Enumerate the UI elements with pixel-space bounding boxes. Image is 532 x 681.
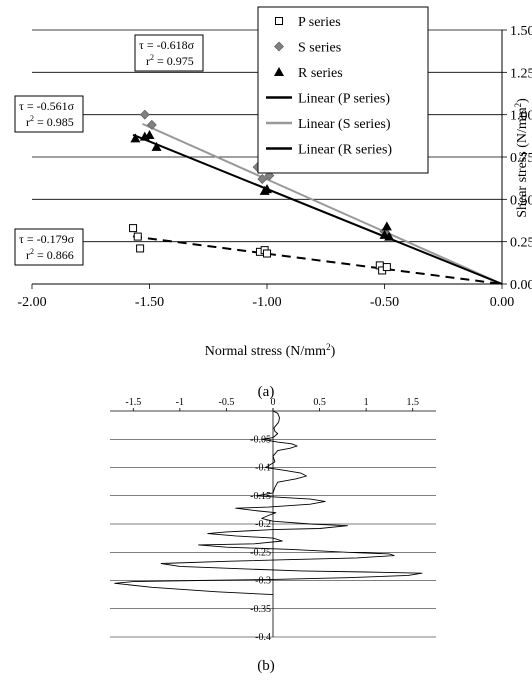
chart-a-x-tick-label: -2.00 xyxy=(17,295,46,310)
chart-b-y-tick-label: -0.1 xyxy=(255,463,271,474)
chart-b-x-tick-label: -0.5 xyxy=(219,397,235,408)
chart-a-x-tick-label: -1.50 xyxy=(135,295,164,310)
chart-a-x-tick-label: -1.00 xyxy=(252,295,281,310)
chart-b-y-tick-label: -0.25 xyxy=(250,547,271,558)
chart-a-fit-line xyxy=(142,122,503,285)
chart-a-point xyxy=(146,119,157,130)
chart-b-curve xyxy=(114,410,423,596)
chart-a-legend-box xyxy=(257,6,429,174)
chart-a-y-tick-label: 0.75 xyxy=(510,151,532,166)
chart-a-point xyxy=(130,133,141,143)
chart-a-point xyxy=(384,231,395,241)
chart-b-y-tick-label: -0.3 xyxy=(255,576,271,587)
chart-a-y-tick-label: 1.25 xyxy=(510,66,532,81)
chart-a-legend-label: Linear (P series) xyxy=(298,92,390,107)
chart-a-equation-text: τ = -0.561σ xyxy=(19,99,75,113)
chart-a-fit-line xyxy=(132,133,503,285)
chart-a-x-tick-label: -0.50 xyxy=(370,295,399,310)
chart-a-y-tick-label: 0.25 xyxy=(510,236,532,251)
chart-a-points xyxy=(129,109,395,275)
chart-a-legend-label: P series xyxy=(298,15,341,30)
chart-a-equation-text: τ = -0.179σ xyxy=(19,232,75,246)
chart-a-equation-frame xyxy=(14,95,84,133)
chart-a-point xyxy=(263,249,271,258)
chart-b-x-tick-label: -1.5 xyxy=(125,397,141,408)
chart-b-x-tick-label: -1 xyxy=(176,397,184,408)
chart-a: -2.00 -1.50 -1.00 -0.50 0.00 0.00 0.25 0.50 0.7… xyxy=(14,6,532,359)
chart-a-legend-swatch xyxy=(274,41,284,52)
figure-label-b: (b) xyxy=(257,658,275,674)
chart-a-y-tick-label: 1.00 xyxy=(510,109,532,124)
chart-a-legend-label: Linear (S series) xyxy=(298,117,391,132)
chart-a-equation-frame xyxy=(134,34,204,72)
chart-a-point xyxy=(139,109,150,120)
chart-a-x-axis-label: Normal stress (N/mm2) xyxy=(205,342,336,359)
chart-a-point xyxy=(151,141,162,151)
chart-a-legend: P series S series R series Linear (P series… xyxy=(257,6,429,174)
chart-b-curve-line xyxy=(114,410,423,596)
figure-label-a: (a) xyxy=(258,384,275,400)
chart-a-y-tick-label: 0.00 xyxy=(510,278,532,293)
chart-a-fit-lines xyxy=(132,122,503,285)
chart-b-y-tick-label: -0.05 xyxy=(250,434,271,445)
chart-a-fit-line xyxy=(132,235,503,285)
chart-a-point xyxy=(262,184,272,194)
chart-b-x-ticks: -1.5 -1 -0.5 0 0.5 1 1.5 xyxy=(125,397,419,411)
chart-a-legend-swatch xyxy=(275,17,283,25)
chart-b-x-tick-label: 0 xyxy=(271,397,276,408)
chart-b-x-tick-label: 1.5 xyxy=(406,397,419,408)
chart-b-axes xyxy=(110,408,436,637)
chart-a-point xyxy=(136,244,145,253)
chart-a-point xyxy=(129,224,138,233)
chart-a-x-ticks: -2.00 -1.50 -1.00 -0.50 0.00 xyxy=(17,284,514,310)
chart-b-x-tick-label: 1 xyxy=(364,397,369,408)
chart-b-y-tick-label: -0.35 xyxy=(250,604,271,615)
chart-a-y-tick-label: 1.50 xyxy=(510,24,532,39)
chart-a-point xyxy=(133,232,142,241)
chart-a-point xyxy=(144,129,155,139)
chart-a-legend-label: R series xyxy=(298,66,343,81)
chart-b-y-tick-label: -0.4 xyxy=(255,632,271,643)
chart-a-equation-text: τ = -0.618σ xyxy=(139,38,195,52)
chart-b-y-tick-label: -0.2 xyxy=(255,519,271,530)
chart-a-legend-label: S series xyxy=(298,41,341,56)
chart-a-point xyxy=(257,174,268,184)
chart-a-point xyxy=(381,221,392,231)
chart-a-point xyxy=(382,263,391,272)
chart-b-x-tick-label: 0.5 xyxy=(313,397,326,408)
chart-a-legend-label: Linear (R series) xyxy=(298,143,392,158)
chart-a-x-tick-label: 0.00 xyxy=(490,295,515,310)
chart-a-y-tick-label: 0.50 xyxy=(510,193,532,208)
chart-a-r2-text: r2 = 0.866 xyxy=(26,247,74,262)
chart-a-y-ticks: 0.00 0.25 0.50 0.75 1.00 1.25 1.50 xyxy=(502,24,532,293)
chart-b: -1.5 -1 -0.5 0 0.5 1 1.5 -0.05-0.1-0.15-0.2-0.… xyxy=(110,397,436,643)
chart-a-r2-text: r2 = 0.985 xyxy=(26,114,74,129)
chart-a-equation-frame xyxy=(14,228,84,266)
chart-a-legend-swatch xyxy=(274,67,284,76)
chart-a-r2-text: r2 = 0.975 xyxy=(146,53,194,68)
chart-a-y-axis-label: Shear stress (N/mm2) xyxy=(513,98,530,218)
